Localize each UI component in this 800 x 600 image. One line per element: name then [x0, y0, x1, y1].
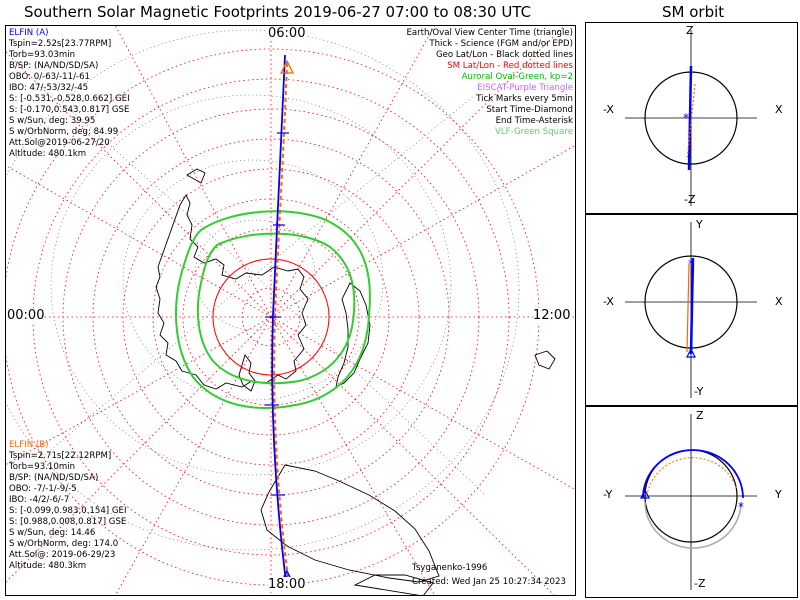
legend-entry: SM Lat/Lon - Red dotted lines — [447, 61, 573, 71]
orbit-xz-right: X — [775, 103, 783, 116]
probe-b-name: ELFIN (B) — [9, 440, 49, 450]
probe-b-line: Torb=93.10min — [9, 462, 76, 472]
svg-text:*: * — [683, 111, 689, 125]
orbit-xz-bottom: -Z — [684, 193, 696, 206]
probe-b-line: B/SP: (NA/ND/SD/SA) — [9, 473, 99, 483]
probe-b-line: S w/OrbNorm, deg: 174.0 — [9, 539, 119, 549]
probe-a-line: OBO: 0/-63/-11/-61 — [9, 72, 91, 82]
hour-label-top: 06:00 — [268, 26, 306, 41]
legend: Earth/Oval View Center Time (triangle) T… — [406, 28, 573, 138]
orbit-plot-xz: * — [625, 30, 757, 206]
probe-b-track — [273, 62, 290, 586]
probe-a-line: S: [-0.531,-0.528,0.662] GEI — [9, 94, 130, 104]
coastlines — [155, 168, 556, 595]
legend-entry: Start Time-Diamond — [486, 105, 573, 115]
legend-entry: EISCAT-Purple Triangle — [477, 83, 573, 93]
start-triangle-icon — [279, 59, 295, 74]
probe-b-line: S: [-0.099,0.983,0.154] GEI — [9, 506, 127, 516]
probe-b-info: ELFIN (B) Tspin=2.71s[22.12RPM] Torb=93.… — [9, 440, 127, 572]
probe-a-line: S w/Sun, deg: 39.95 — [9, 116, 96, 126]
orbit-xy-top: Y — [696, 218, 703, 231]
probe-a-line: S: [-0.170,0.543,0.817] GSE — [9, 105, 130, 115]
probe-b-line: Altitude: 480.3km — [9, 561, 87, 571]
orbit-xy-right: X — [775, 295, 783, 308]
hour-label-bottom: 18:00 — [268, 577, 306, 592]
sm-lon-grid — [6, 26, 575, 595]
orbit-panel-yz — [585, 406, 798, 598]
legend-entry: Thick - Science (FGM and/or EPD) — [429, 39, 573, 49]
geo-grid — [6, 29, 520, 551]
legend-entry: Tick Marks every 5min — [476, 94, 573, 104]
probe-a-line: S w/OrbNorm, deg: 84.99 — [9, 127, 119, 137]
credits-author: Tsyganenko-1996 — [412, 563, 488, 573]
orbit-xy-left: -X — [603, 295, 614, 308]
probe-b-line: Att.Sol@: 2019-06-29/23 — [9, 550, 116, 560]
orbit-title: SM orbit — [662, 3, 725, 21]
credits-created: Created: Wed Jan 25 10:27:34 2023 — [412, 577, 566, 587]
legend-entry: End Time-Asterisk — [495, 116, 573, 126]
probe-a-line: Altitude: 480.1km — [9, 149, 87, 159]
legend-entry: Earth/Oval View Center Time (triangle) — [406, 28, 573, 38]
probe-a-line: Att.Sol@2019-06-27/20 — [9, 138, 110, 148]
svg-text:*: * — [688, 257, 694, 271]
svg-text:*: * — [738, 500, 744, 514]
orbit-yz-right: Y — [775, 488, 782, 501]
auroral-oval — [175, 210, 371, 409]
probe-b-line: OBO: -7/-1/-9/-5 — [9, 484, 77, 494]
sm-pole-ring — [212, 258, 330, 376]
hour-label-left: 00:00 — [7, 308, 45, 323]
orbit-yz-top: Z — [696, 409, 704, 422]
probe-b-line: Tspin=2.71s[22.12RPM] — [9, 451, 112, 461]
probe-a-line: Tspin=2.52s[23.77RPM] — [9, 39, 112, 49]
probe-a-name: ELFIN (A) — [9, 28, 49, 38]
probe-b-line: S: [0.988,0.008,0.817] GSE — [9, 517, 127, 527]
page-title: Southern Solar Magnetic Footprints 2019-… — [24, 3, 532, 21]
orbit-panel-xz — [585, 22, 798, 214]
probe-a-line: Torb=93.03min — [9, 50, 76, 60]
orbit-xy-bottom: -Y — [694, 385, 704, 398]
probe-a-ticks — [265, 132, 289, 496]
legend-entry: VLF-Green Square — [494, 127, 573, 137]
footprint-map: * — [6, 26, 575, 595]
legend-entry: Auroral Oval-Green, kp=2 — [461, 72, 573, 82]
orbit-yz-bottom: -Z — [694, 577, 706, 590]
probe-a-info: ELFIN (A) Tspin=2.52s[23.77RPM] Torb=93.… — [9, 28, 130, 160]
orbit-xz-left: -X — [603, 103, 614, 116]
probe-b-line: S w/Sun, deg: 14.46 — [9, 528, 96, 538]
hour-label-right: 12:00 — [533, 308, 571, 323]
legend-entry: Geo Lat/Lon - Black dotted lines — [435, 50, 573, 60]
orbit-xz-top: Z — [686, 24, 694, 37]
probe-a-line: IBO: 47/-53/32/-45 — [9, 83, 89, 93]
probe-a-line: B/SP: (NA/ND/SD/SA) — [9, 61, 99, 71]
orbit-yz-left: -Y — [603, 488, 613, 501]
orbit-plot-xy: * — [625, 222, 757, 398]
orbit-panel-xy — [585, 214, 798, 406]
orbit-plot-yz: * — [625, 414, 757, 590]
footprint-map-frame — [5, 25, 576, 596]
probe-b-line: IBO: -4/2/-6/-7 — [9, 495, 70, 505]
